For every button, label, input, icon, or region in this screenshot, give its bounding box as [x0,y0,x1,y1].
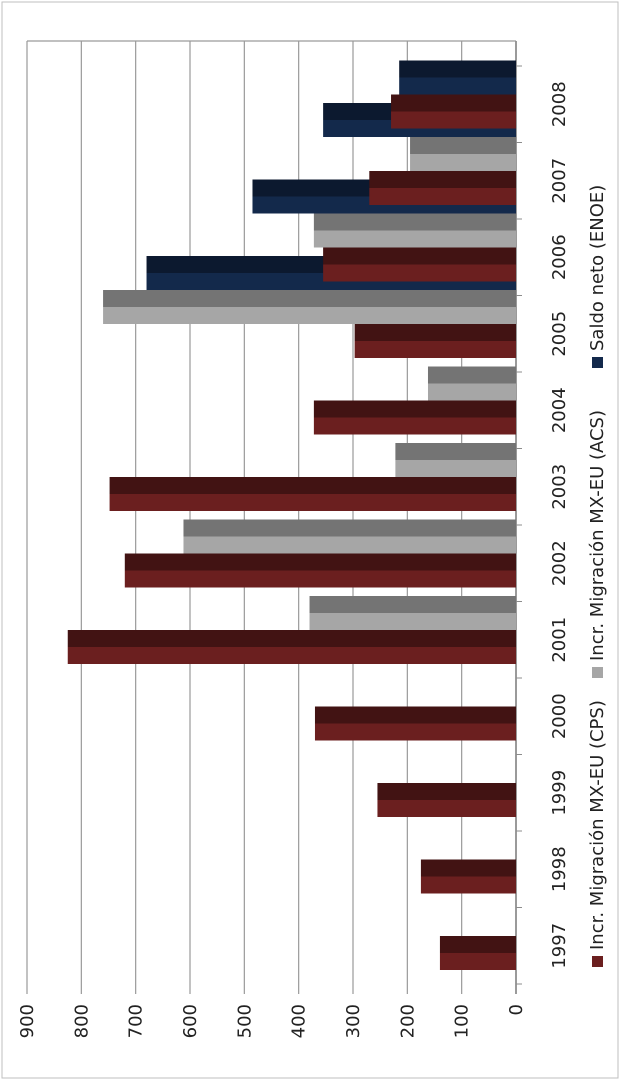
category-label: 2007 [549,158,570,204]
bar-enoe-top [399,60,516,78]
bar-cps [354,341,516,358]
value-tick-label: 200 [397,1004,418,1038]
value-tick-label: 0 [506,1004,527,1015]
bar-acs [395,460,516,477]
legend-label: Saldo neto (ENOE) [587,185,608,351]
value-tick-label: 100 [452,1004,473,1038]
category-label: 2000 [549,693,570,739]
value-tick-label: 700 [126,1004,147,1038]
bar-cps [420,876,516,894]
legend-swatch [592,956,603,967]
category-label: 2006 [549,234,570,280]
legend-swatch [592,667,603,678]
category-label: 2003 [549,464,570,510]
bar-cps [377,800,516,817]
bar-cps-top [369,171,516,188]
bar-cps-top [67,630,516,647]
legend-label: Incr. Migración MX-EU (CPS) [587,700,608,950]
bar-cps [369,188,516,205]
category-label: 1998 [549,846,570,892]
bar-acs-top [309,596,516,613]
value-tick-label: 900 [17,1004,38,1038]
bar-enoe [399,77,516,95]
bar-cps-top [354,324,516,341]
bar-acs [313,230,516,248]
bar-acs [410,154,516,171]
bar-cps-top [313,400,516,418]
bar-acs-top [313,213,516,231]
bar-cps-top [439,936,516,953]
value-tick-label: 400 [289,1004,310,1038]
value-tick-label: 800 [71,1004,92,1038]
value-tick-label: 500 [234,1004,255,1038]
category-label: 2004 [549,387,570,433]
bar-acs-top [427,366,516,384]
value-tick-label: 600 [180,1004,201,1038]
bar-cps-top [124,553,517,571]
bar-acs [183,536,517,554]
legend-label: Incr. Migración MX-EU (ACS) [587,410,608,661]
bar-acs [309,613,516,630]
bar-cps [391,111,516,129]
bar-cps-top [420,859,516,877]
bar-cps [124,570,517,588]
category-label: 2001 [549,617,570,663]
category-label: 1999 [549,770,570,816]
value-tick-label: 300 [343,1004,364,1038]
bar-cps [439,953,516,970]
bar-cps [67,647,516,664]
legend-swatch [592,357,603,368]
bar-cps-top [109,477,516,494]
bar-acs-top [395,443,516,460]
bar-cps [314,723,516,741]
category-label: 1997 [549,923,570,969]
bar-cps-top [391,94,516,112]
bar-cps [323,264,516,282]
bar-acs-top [410,137,516,154]
bar-cps-top [323,247,516,265]
bar-acs [427,383,516,401]
bar-acs [103,307,517,324]
bar-cps [313,417,516,435]
category-label: 2002 [549,540,570,586]
category-label: 2005 [549,311,570,357]
bar-acs-top [183,519,517,537]
bar-cps-top [377,783,516,800]
bar-cps [109,494,516,511]
category-label: 2008 [549,81,570,127]
bar-cps-top [314,706,516,724]
bar-acs-top [103,290,517,307]
